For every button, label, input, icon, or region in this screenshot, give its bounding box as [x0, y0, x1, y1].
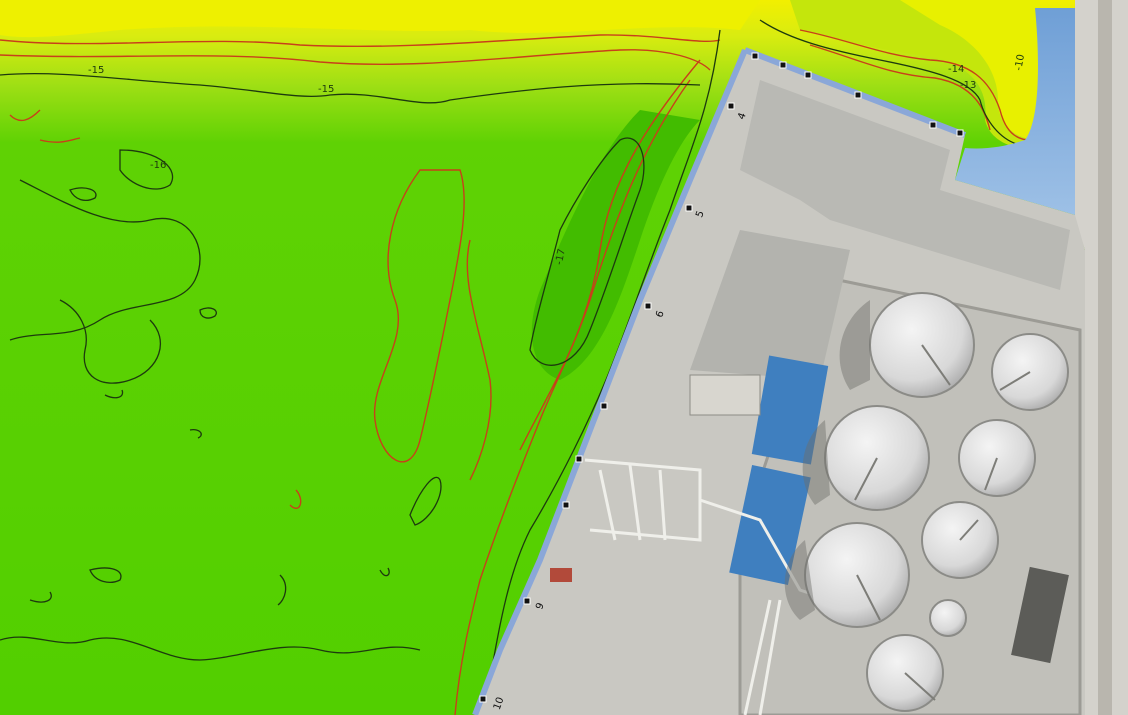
- contour-label: -16: [150, 160, 166, 171]
- road: [1098, 0, 1112, 715]
- small-building: [550, 568, 572, 582]
- contour-label: -15: [88, 65, 104, 76]
- contour-label: -13: [960, 80, 976, 91]
- building-grey: [690, 375, 760, 415]
- contour-label: -14: [948, 64, 964, 75]
- contour-label: -15: [318, 84, 334, 95]
